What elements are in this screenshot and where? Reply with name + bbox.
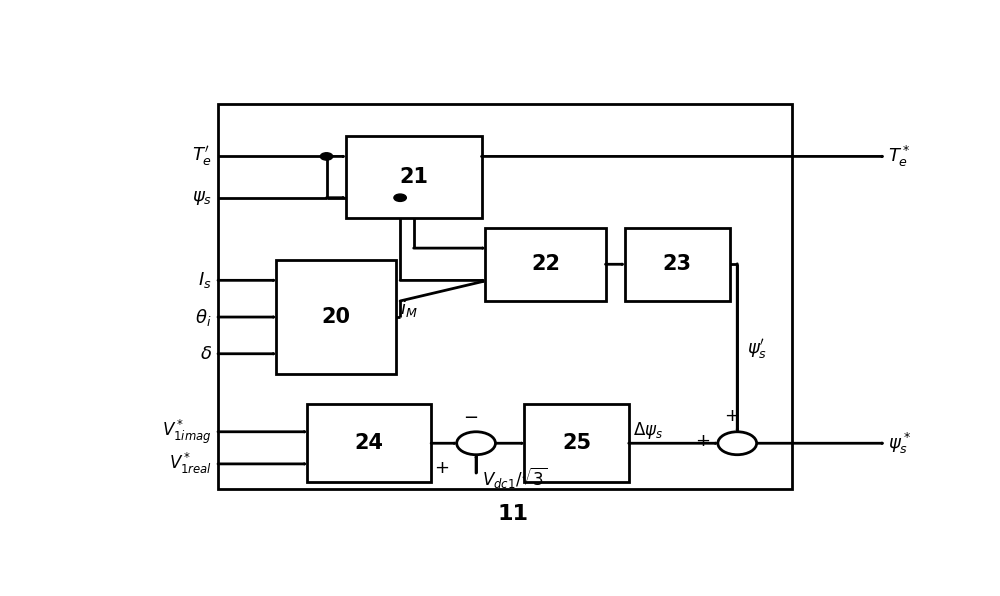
Text: $V_{1real}^*$: $V_{1real}^*$ xyxy=(169,451,212,476)
Text: 24: 24 xyxy=(355,433,384,453)
Text: $\theta_i$: $\theta_i$ xyxy=(195,306,212,328)
Circle shape xyxy=(394,194,406,201)
Text: $T_e^*$: $T_e^*$ xyxy=(888,144,911,169)
Bar xyxy=(524,404,629,482)
Text: $\delta$: $\delta$ xyxy=(200,344,212,363)
Bar xyxy=(307,404,431,482)
Circle shape xyxy=(457,432,495,455)
Text: $\Delta\psi_s$: $\Delta\psi_s$ xyxy=(633,420,663,441)
Bar xyxy=(218,104,792,489)
Text: 20: 20 xyxy=(322,307,351,327)
Text: $V_{dc1}/\sqrt{3}$: $V_{dc1}/\sqrt{3}$ xyxy=(482,465,547,490)
Circle shape xyxy=(718,432,757,455)
Text: $I_s$: $I_s$ xyxy=(198,271,212,290)
Bar xyxy=(346,136,482,218)
Text: $i_M$: $i_M$ xyxy=(400,298,418,319)
Bar xyxy=(276,260,396,374)
Text: $V_{1imag}^*$: $V_{1imag}^*$ xyxy=(162,418,212,446)
Bar xyxy=(485,228,606,301)
Text: $-$: $-$ xyxy=(463,407,478,425)
Circle shape xyxy=(320,153,333,160)
Text: $+$: $+$ xyxy=(434,460,449,477)
Text: 11: 11 xyxy=(497,504,528,524)
Text: 25: 25 xyxy=(562,433,591,453)
Text: $T_e'$: $T_e'$ xyxy=(192,144,212,169)
Text: $+$: $+$ xyxy=(695,432,710,450)
Bar xyxy=(625,228,730,301)
Text: 23: 23 xyxy=(663,254,692,274)
Text: $\psi_s^*$: $\psi_s^*$ xyxy=(888,431,911,456)
Text: 22: 22 xyxy=(531,254,560,274)
Text: 21: 21 xyxy=(399,167,428,187)
Text: $+$: $+$ xyxy=(724,407,739,425)
Text: $\psi_s$: $\psi_s$ xyxy=(192,189,212,207)
Text: $\psi_s'$: $\psi_s'$ xyxy=(747,337,767,361)
